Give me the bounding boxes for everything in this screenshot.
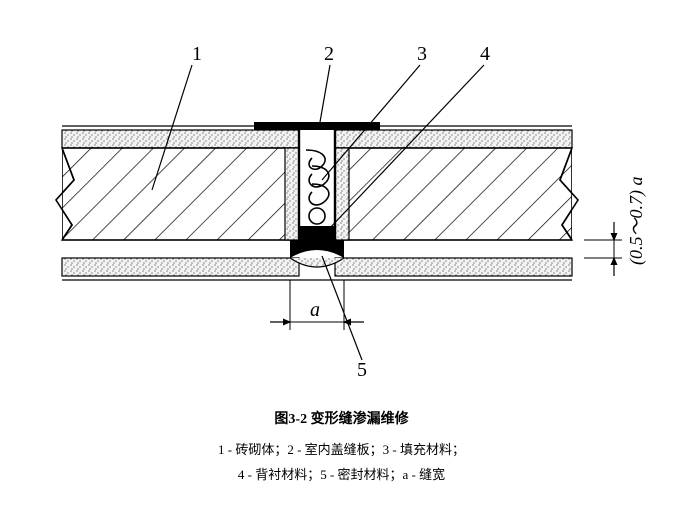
joint-render-left [285,148,299,240]
figure-caption: 图3-2 变形缝渗漏维修 [0,408,683,428]
legend-line-1: 1 - 砖砌体；2 - 室内盖缝板；3 - 填充材料； [0,438,683,463]
dim-depth-text: (0.5～0.7) a [626,177,647,266]
diagram-svg: 1 2 3 4 5 a (0.5～0.7) a [22,30,662,390]
legend-line-2: 4 - 背衬材料；5 - 密封材料；a - 缝宽 [0,463,683,488]
sealant [290,240,344,258]
masonry-right [335,148,572,240]
dim-a-text: a [310,299,320,321]
dimension-depth: (0.5～0.7) a [584,177,647,277]
bottom-render-right [335,258,572,276]
dimension-a: a [270,280,364,330]
label-2: 2 [324,43,334,65]
cover-plate [254,122,380,130]
label-4: 4 [480,43,490,65]
figure-legend: 1 - 砖砌体；2 - 室内盖缝板；3 - 填充材料； 4 - 背衬材料；5 -… [0,438,683,487]
top-render-right [335,130,572,148]
bottom-render-left [62,258,299,276]
top-render-left [62,130,299,148]
leader-2 [320,65,330,122]
label-3: 3 [417,43,427,65]
label-1: 1 [192,43,202,65]
masonry-left [62,148,299,240]
label-5: 5 [357,359,367,381]
figure-container: 1 2 3 4 5 a (0.5～0.7) a 图3-2 变形缝渗漏维修 1 -… [0,0,683,487]
